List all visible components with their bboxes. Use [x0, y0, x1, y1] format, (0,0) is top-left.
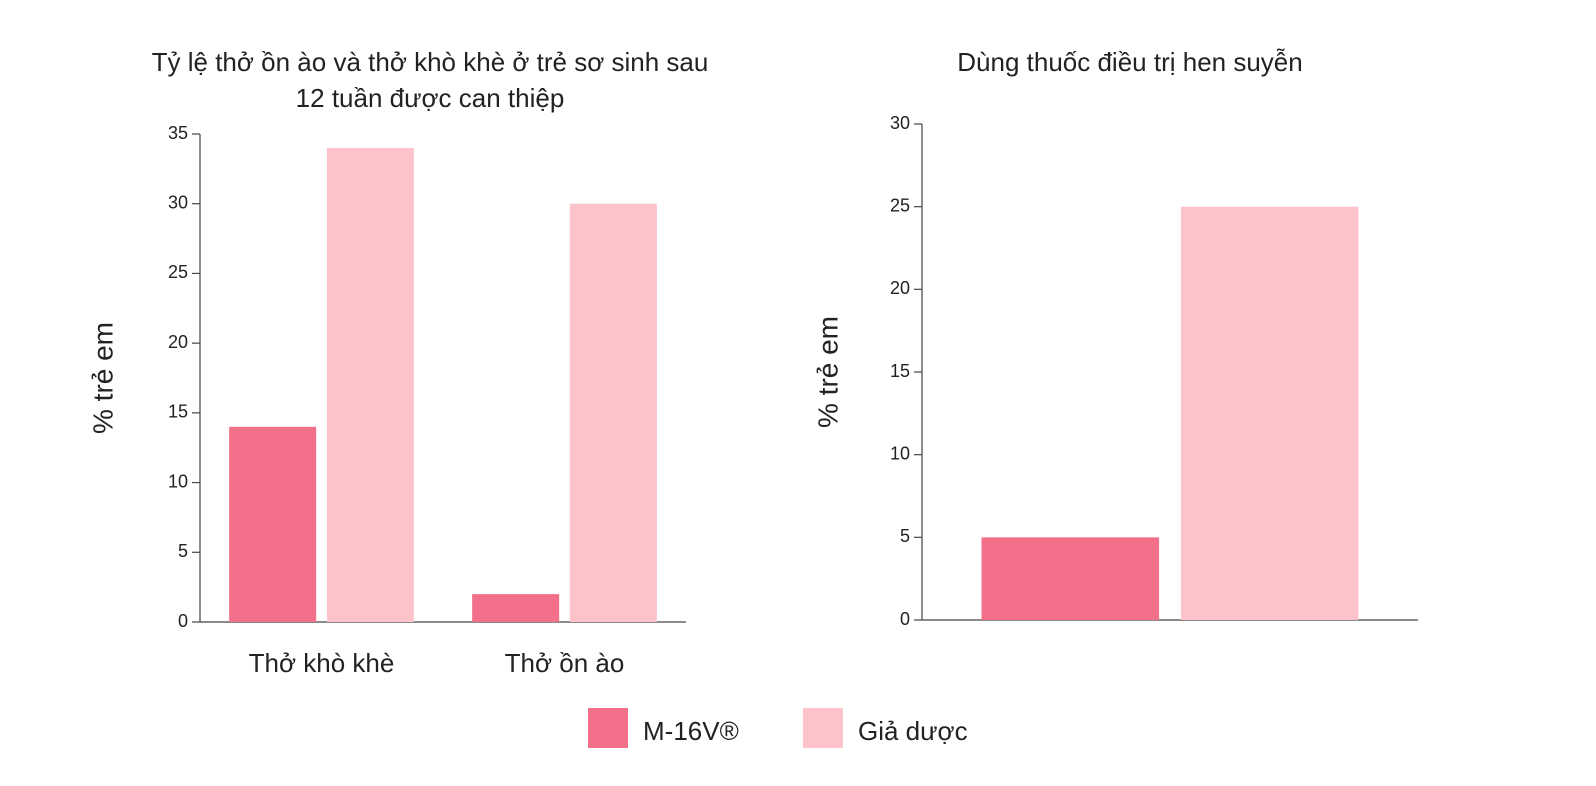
bar [229, 426, 317, 622]
y-tick-label: 15 [890, 361, 910, 381]
bar [1180, 206, 1359, 620]
y-tick-label: 5 [900, 526, 910, 546]
y-tick-label: 25 [890, 195, 910, 215]
y-tick-label: 20 [168, 332, 188, 352]
y-tick-label: 10 [168, 471, 188, 491]
chart-title: Tỷ lệ thở ồn ào và thở khò khè ở trẻ sơ … [151, 47, 709, 113]
legend-label: Giả dược [858, 716, 968, 746]
legend-swatch [803, 708, 843, 748]
y-tick-label: 0 [900, 609, 910, 629]
legend-swatch [588, 708, 628, 748]
y-tick-label: 35 [168, 123, 188, 143]
y-tick-label: 0 [178, 611, 188, 631]
y-tick-label: 20 [890, 278, 910, 298]
x-tick-label: Thở khò khè [249, 648, 395, 678]
y-tick-label: 30 [168, 192, 188, 212]
bar [981, 537, 1160, 620]
bar [326, 147, 414, 622]
y-axis-label: % trẻ em [812, 316, 843, 428]
bar [472, 594, 560, 622]
y-tick-label: 5 [178, 541, 188, 561]
y-tick-label: 15 [168, 402, 188, 422]
chart-title: Dùng thuốc điều trị hen suyễn [957, 47, 1303, 77]
y-tick-label: 10 [890, 443, 910, 463]
bar [569, 203, 657, 622]
y-tick-label: 25 [168, 262, 188, 282]
legend-label: M-16V® [643, 716, 739, 746]
y-tick-label: 30 [890, 113, 910, 133]
y-axis-label: % trẻ em [87, 322, 118, 434]
x-tick-label: Thở ồn ào [505, 648, 625, 678]
